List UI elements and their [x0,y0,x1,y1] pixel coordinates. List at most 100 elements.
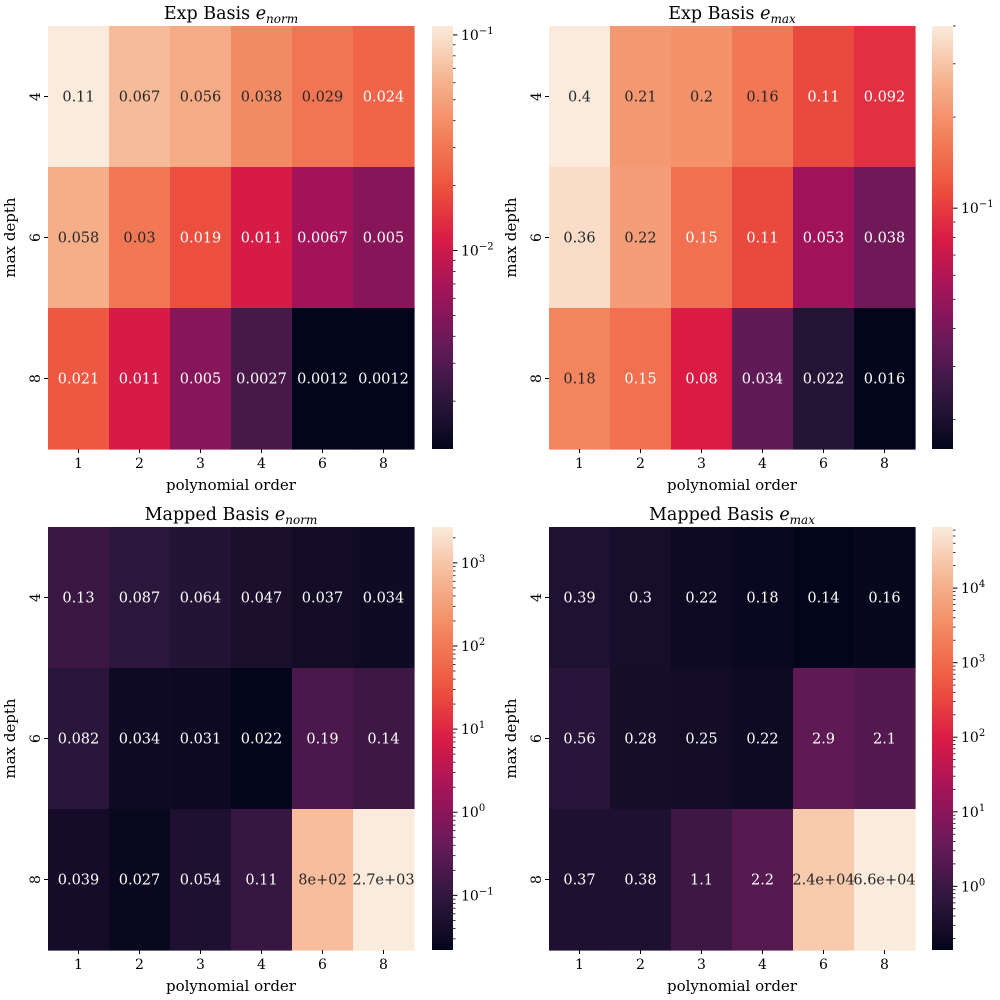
heatmap-cell [854,26,916,168]
cell-value-label: 0.011 [241,231,283,247]
colorbar [432,527,453,950]
cell-value-label: 0.22 [746,732,778,748]
heatmap-cell [610,308,672,450]
cell-value-label: 0.056 [180,90,222,106]
cell-value-label: 0.19 [306,732,338,748]
cell-value-label: 8e+02 [298,873,346,889]
cell-value-label: 0.11 [807,90,839,106]
x-tick-label: 3 [196,456,205,472]
heatmap-cell [610,26,672,168]
x-axis-label: polynomial order [166,476,297,494]
cell-value-label: 0.03 [123,231,155,247]
cell-value-label: 0.067 [119,90,161,106]
cell-value-label: 0.011 [119,372,161,388]
heatmap-cell [549,809,611,951]
cell-value-label: 0.2 [690,90,713,106]
heatmap-cell [353,668,415,810]
cell-value-label: 0.11 [245,873,277,889]
cell-value-label: 0.005 [180,372,222,388]
heatmap-cell [671,26,733,168]
heatmap-cell [109,668,171,810]
heatmap-cell [170,527,232,669]
heatmap-cell [48,308,110,450]
heatmap-cell [671,527,733,669]
cell-value-label: 2.7e+03 [352,873,414,889]
colorbar-tick-label: 103 [961,654,985,672]
panel-title: Exp Basis emax [668,4,796,26]
cell-value-label: 0.14 [807,591,839,607]
cell-value-label: 0.11 [746,231,778,247]
heatmap-cell [610,167,672,309]
cell-value-label: 0.36 [563,231,595,247]
cell-value-label: 0.021 [58,372,100,388]
x-tick-label: 1 [74,957,83,973]
x-tick-label: 6 [318,957,327,973]
cell-value-label: 0.039 [58,873,100,889]
colorbar [932,527,953,950]
cell-value-label: 0.11 [62,90,94,106]
heatmap-cell [793,308,855,450]
colorbar-tick-label: 103 [461,554,485,572]
cell-value-label: 2.1 [873,732,896,748]
x-tick-label: 8 [880,957,889,973]
cell-value-label: 0.092 [864,90,906,106]
heatmap-cell [854,668,916,810]
y-tick-label: 6 [28,233,44,242]
heatmap-cell [549,527,611,669]
x-tick-label: 4 [758,456,767,472]
cell-value-label: 2.4e+04 [792,873,854,889]
cell-value-label: 0.053 [803,231,845,247]
colorbar-tick-label: 10−2 [461,241,494,259]
x-axis-label: polynomial order [667,476,798,494]
cell-value-label: 0.038 [864,231,906,247]
cell-value-label: 0.064 [180,591,222,607]
cell-value-label: 0.08 [685,372,717,388]
heatmap-cell [353,167,415,309]
heatmap-cell [671,809,733,951]
y-tick-label: 8 [529,875,545,884]
heatmap-cell [671,167,733,309]
heatmap-cell [170,167,232,309]
cell-value-label: 1.1 [690,873,713,889]
heatmap-cell [231,809,293,951]
heatmap-cell [353,527,415,669]
colorbar [932,26,953,449]
heatmap-cell [109,26,171,168]
heatmap-cell [549,26,611,168]
x-tick-label: 6 [819,957,828,973]
colorbar-tick-label: 10−1 [461,886,494,904]
x-tick-label: 3 [697,456,706,472]
colorbar-tick-label: 10−1 [961,199,994,217]
panel-title: Exp Basis enorm [164,4,298,26]
cell-value-label: 0.28 [624,732,656,748]
heatmap-cell [732,527,794,669]
x-tick-label: 1 [74,456,83,472]
x-axis-label: polynomial order [667,977,798,995]
cell-value-label: 0.0012 [358,372,409,388]
heatmap-cell [292,527,354,669]
y-tick-label: 8 [529,374,545,383]
heatmap-cell [292,308,354,450]
x-tick-label: 4 [257,456,266,472]
x-tick-label: 8 [379,456,388,472]
heatmap-cell [48,668,110,810]
y-tick-label: 4 [28,593,44,602]
heatmap-cell [109,308,171,450]
heatmap-cell [48,167,110,309]
y-axis-label: max depth [502,197,520,278]
heatmap-cell [170,308,232,450]
cell-value-label: 0.038 [241,90,283,106]
cell-value-label: 0.047 [241,591,283,607]
cell-value-label: 0.016 [864,372,906,388]
heatmap-cell [292,809,354,951]
colorbar [432,26,453,449]
cell-value-label: 0.005 [363,231,405,247]
heatmap-cell [353,26,415,168]
heatmap-cell [231,527,293,669]
heatmap-panel-3: 0.13 0.087 0.064 0.047 0.037 0.034 0.082 0.034 0… [1,505,494,995]
heatmap-cell [48,809,110,951]
y-tick-label: 8 [28,875,44,884]
heatmap-cell [48,26,110,168]
heatmap-panel-2: 0.4 0.21 0.2 0.16 0.11 0.092 0.36 0.22 0.15 0.11 0… [502,4,994,494]
panel-title: Mapped Basis emax [649,505,815,527]
